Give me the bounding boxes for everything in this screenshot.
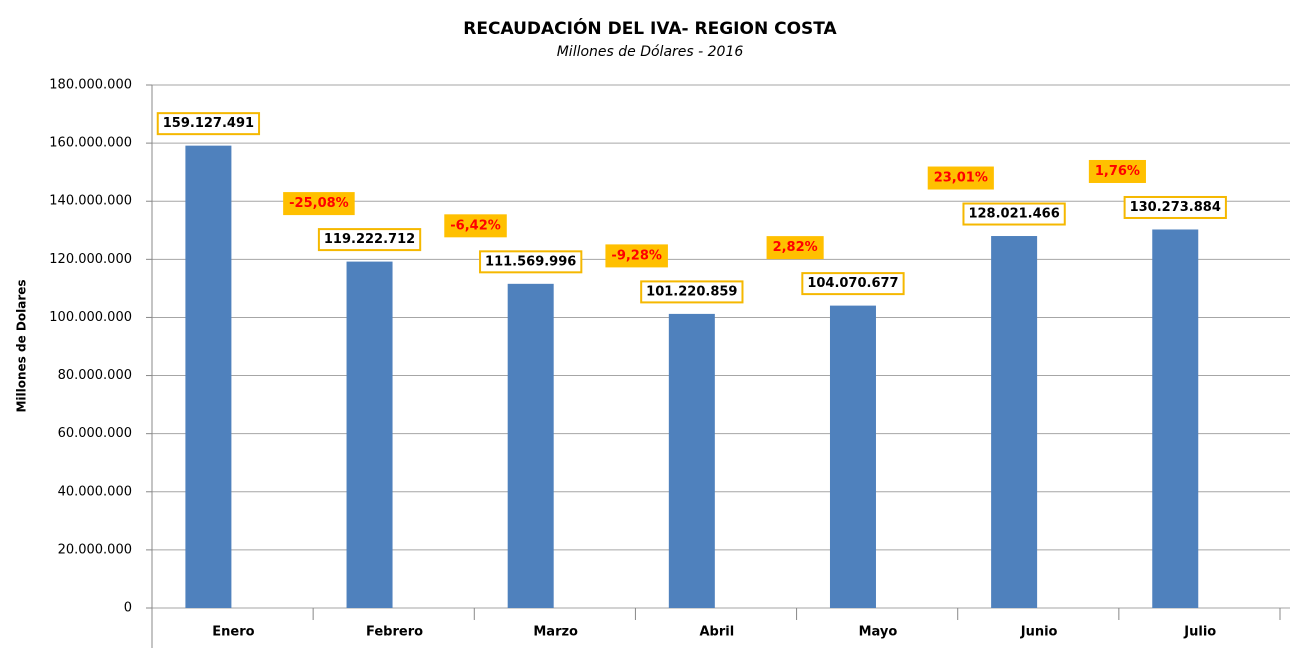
bar (829, 305, 876, 608)
value-label-box (801, 272, 905, 296)
change-label-box (444, 214, 507, 238)
y-tick-label: 180.000.000 (49, 78, 132, 93)
value-label: 128.021.466 (968, 207, 1059, 222)
change-label: -6,42% (450, 218, 501, 233)
change-label-box (927, 166, 994, 190)
change-label: 2,82% (773, 240, 818, 255)
y-tick-label: 140.000.000 (49, 194, 132, 209)
y-axis-label: Millones de Dolares (15, 279, 29, 412)
value-label: 159.127.491 (163, 116, 254, 131)
value-label-box (156, 112, 261, 136)
y-tick-label: 40.000.000 (58, 484, 132, 499)
y-tick-label: 0 (124, 601, 132, 616)
value-label: 101.220.859 (646, 284, 737, 299)
chart-subtitle: Millones de Dólares - 2016 (557, 44, 744, 60)
change-label: -9,28% (611, 248, 662, 263)
chart-title: RECAUDACIÓN DEL IVA- REGION COSTA (463, 17, 837, 39)
change-label-box (283, 192, 355, 216)
x-tick-label: Abril (699, 625, 734, 640)
value-label-box (317, 228, 422, 252)
value-label: 104.070.677 (807, 276, 898, 291)
change-label-box (766, 236, 824, 260)
bar (991, 236, 1038, 608)
bar (346, 261, 393, 608)
bar (668, 313, 715, 608)
change-label: 23,01% (934, 171, 988, 186)
value-label: 130.273.884 (1130, 200, 1221, 215)
x-tick-label: Junio (1020, 625, 1058, 640)
y-tick-label: 20.000.000 (58, 542, 132, 557)
y-tick-label: 80.000.000 (58, 368, 132, 383)
value-label: 111.569.996 (485, 254, 576, 269)
x-tick-label: Enero (212, 625, 254, 640)
value-label-box (1123, 195, 1227, 219)
value-label-box (962, 202, 1066, 226)
change-label-box (605, 244, 668, 268)
value-label-box (479, 250, 583, 274)
bar (507, 283, 554, 608)
y-tick-label: 100.000.000 (49, 310, 132, 325)
x-tick-label: Mayo (859, 625, 898, 640)
x-tick-label: Febrero (366, 625, 423, 640)
x-tick-label: Julio (1183, 625, 1216, 640)
value-label-box (640, 280, 744, 304)
y-tick-label: 120.000.000 (49, 252, 132, 267)
x-tick-label: Marzo (533, 625, 578, 640)
y-tick-label: 160.000.000 (49, 136, 132, 151)
change-label: -25,08% (289, 196, 349, 211)
y-tick-label: 60.000.000 (58, 426, 132, 441)
value-label: 119.222.712 (324, 232, 415, 247)
bar (185, 145, 232, 608)
change-label-box (1088, 159, 1146, 183)
change-label: 1,76% (1095, 164, 1140, 179)
bar (1152, 229, 1199, 608)
